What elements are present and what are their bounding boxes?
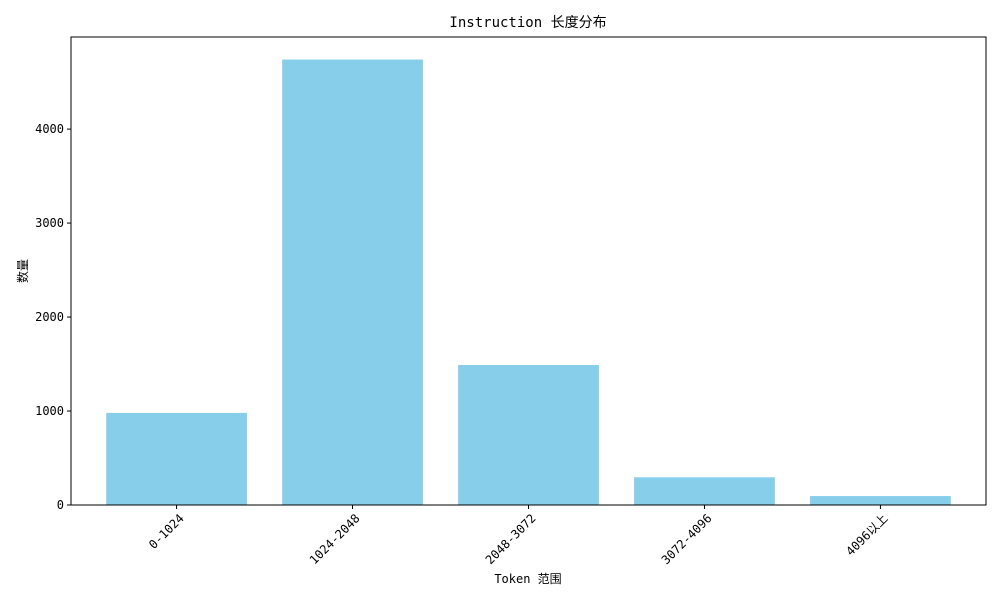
bar-2048-3072 (458, 365, 599, 505)
bar-1024-2048 (282, 60, 423, 505)
bar-3072-4096 (634, 477, 775, 505)
y-tick-label: 2000 (35, 310, 64, 324)
x-axis-label: Token 范围 (494, 572, 561, 586)
y-tick-label: 0 (57, 498, 64, 512)
bar-4096以上 (810, 496, 951, 505)
chart-title: Instruction 长度分布 (449, 15, 606, 31)
bar-0-1024 (106, 413, 247, 505)
y-tick-label: 3000 (35, 216, 64, 230)
y-tick-label: 1000 (35, 404, 64, 418)
y-axis-label: 数量 (15, 259, 30, 283)
y-tick-label: 4000 (35, 122, 64, 136)
